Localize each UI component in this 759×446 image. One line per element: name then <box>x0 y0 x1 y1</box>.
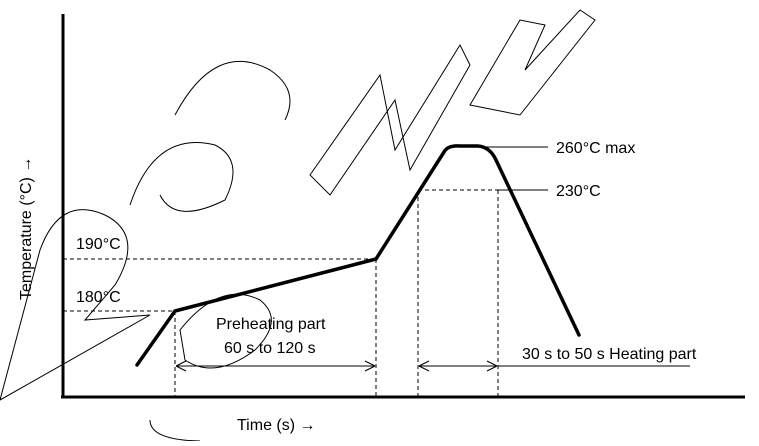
label-260-max: 260°C max <box>556 140 635 157</box>
reference-lines <box>63 189 499 397</box>
label-190: 190°C <box>76 236 121 253</box>
watermark <box>0 9 596 442</box>
label-heating-part: 30 s to 50 s Heating part <box>522 346 697 363</box>
temperature-profile-curve <box>135 144 581 367</box>
label-preheating-duration: 60 s to 120 s <box>224 340 316 357</box>
label-preheating-part: Preheating part <box>216 316 326 333</box>
x-axis-label: Time (s) → <box>237 417 316 434</box>
heating-duration-arrow <box>418 360 498 372</box>
preheating-duration-arrow <box>175 360 376 372</box>
y-axis-label: Temperature (°C) → <box>18 157 35 300</box>
label-180: 180°C <box>76 289 121 306</box>
label-230: 230°C <box>556 183 601 200</box>
